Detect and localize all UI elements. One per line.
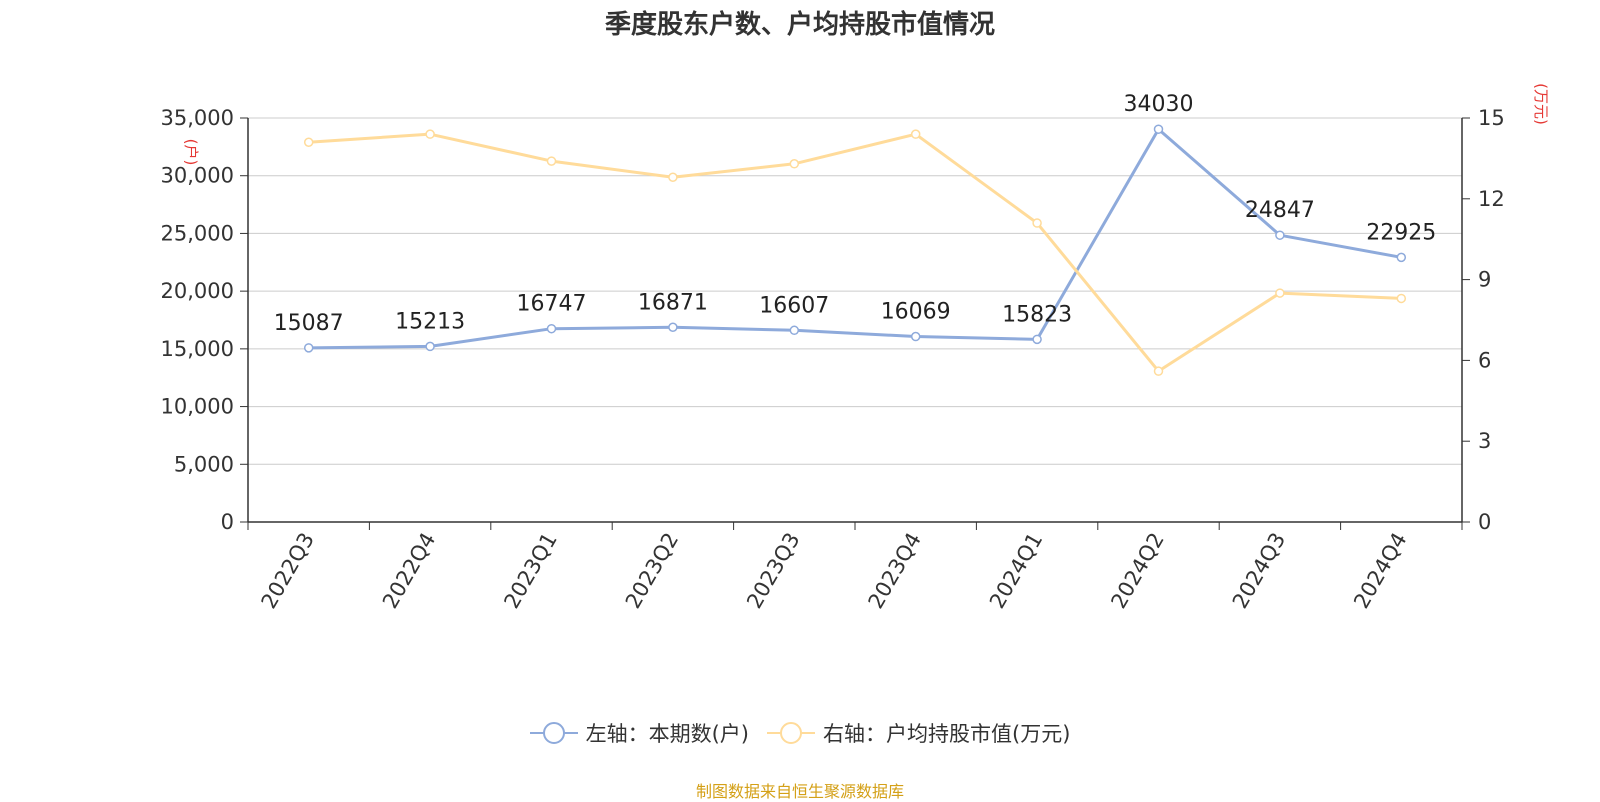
data-label: 16069 bbox=[881, 300, 951, 325]
data-point-right bbox=[546, 156, 557, 166]
data-label: 22925 bbox=[1366, 220, 1436, 245]
legend-item-left-series[interactable]: 左轴：本期数(户) bbox=[529, 718, 749, 748]
right-axis-tick-label: 12 bbox=[1478, 187, 1505, 211]
x-axis-tick-label: 2023Q3 bbox=[742, 529, 804, 613]
x-axis-tick-label: 2022Q3 bbox=[257, 529, 319, 613]
left-axis-tick-label: 15,000 bbox=[161, 337, 234, 361]
x-axis-tick-label: 2024Q2 bbox=[1106, 529, 1168, 613]
left-axis-tick-label: 20,000 bbox=[161, 279, 234, 303]
left-axis-unit-label: (户) bbox=[182, 139, 200, 166]
legend-label-left-series: 左轴：本期数(户) bbox=[585, 722, 749, 746]
data-point-right bbox=[1032, 218, 1042, 228]
data-label: 15823 bbox=[1002, 302, 1072, 327]
x-axis-tick-label: 2023Q2 bbox=[621, 529, 683, 613]
x-axis-tick-label: 2024Q4 bbox=[1349, 529, 1411, 613]
data-point-left bbox=[546, 323, 557, 334]
data-point-right bbox=[1153, 366, 1164, 376]
right-axis-unit-label: (万元) bbox=[1532, 83, 1550, 125]
left-axis-tick-label: 25,000 bbox=[161, 221, 234, 245]
legend-marker-yellow-icon bbox=[767, 722, 815, 744]
left-axis-tick-label: 0 bbox=[221, 510, 234, 534]
x-axis-tick-label: 2023Q1 bbox=[499, 529, 561, 613]
chart-title: 季度股东户数、户均持股市值情况 bbox=[604, 10, 995, 40]
data-point-left bbox=[425, 341, 435, 352]
left-axis-tick-label: 10,000 bbox=[161, 395, 234, 419]
left-axis-tick-label: 5,000 bbox=[174, 452, 234, 476]
data-point-right bbox=[1275, 288, 1285, 298]
data-label: 16871 bbox=[638, 290, 708, 315]
data-point-right bbox=[1396, 293, 1407, 304]
left-axis-tick-label: 30,000 bbox=[161, 164, 234, 188]
data-point-left bbox=[1275, 230, 1285, 240]
data-point-right bbox=[789, 159, 800, 169]
right-axis-tick-label: 9 bbox=[1478, 268, 1491, 292]
data-point-right bbox=[668, 172, 678, 183]
data-point-left bbox=[910, 331, 921, 342]
x-axis-tick-label: 2022Q4 bbox=[378, 529, 440, 613]
data-label: 24847 bbox=[1245, 198, 1315, 223]
legend-label-right-series: 右轴：户均持股市值(万元) bbox=[823, 722, 1071, 746]
data-label: 16747 bbox=[517, 292, 587, 317]
x-axis-tick-label: 2024Q3 bbox=[1228, 529, 1290, 613]
right-axis-tick-label: 15 bbox=[1478, 106, 1505, 130]
data-point-left bbox=[303, 343, 314, 353]
data-point-left bbox=[1032, 334, 1042, 345]
data-label: 15087 bbox=[274, 311, 344, 336]
data-point-left bbox=[1153, 124, 1164, 134]
source-note: 制图数据来自恒生聚源数据库 bbox=[695, 782, 904, 801]
data-label: 15213 bbox=[395, 309, 465, 334]
legend-item-right-series[interactable]: 右轴：户均持股市值(万元) bbox=[767, 718, 1070, 748]
legend-marker-blue-icon bbox=[529, 722, 578, 744]
right-axis-tick-label: 0 bbox=[1478, 510, 1491, 534]
series-line-right bbox=[308, 132, 1402, 373]
right-axis-tick-label: 6 bbox=[1478, 348, 1491, 372]
data-point-left bbox=[789, 325, 800, 336]
right-axis-tick-label: 3 bbox=[1478, 429, 1491, 453]
data-point-right bbox=[910, 129, 921, 139]
data-point-left bbox=[1396, 252, 1407, 263]
left-axis-tick-label: 35,000 bbox=[161, 106, 234, 130]
x-axis-tick-label: 2023Q4 bbox=[864, 529, 926, 613]
x-axis-tick-label: 2024Q1 bbox=[985, 529, 1047, 613]
data-point-right bbox=[425, 129, 435, 139]
data-point-right bbox=[303, 137, 314, 147]
series-line-left bbox=[308, 127, 1402, 350]
data-label: 16607 bbox=[759, 293, 829, 318]
legend: 左轴：本期数(户) 右轴：户均持股市值(万元) bbox=[0, 718, 1600, 748]
data-label: 34030 bbox=[1124, 92, 1194, 117]
data-point-left bbox=[668, 322, 678, 333]
